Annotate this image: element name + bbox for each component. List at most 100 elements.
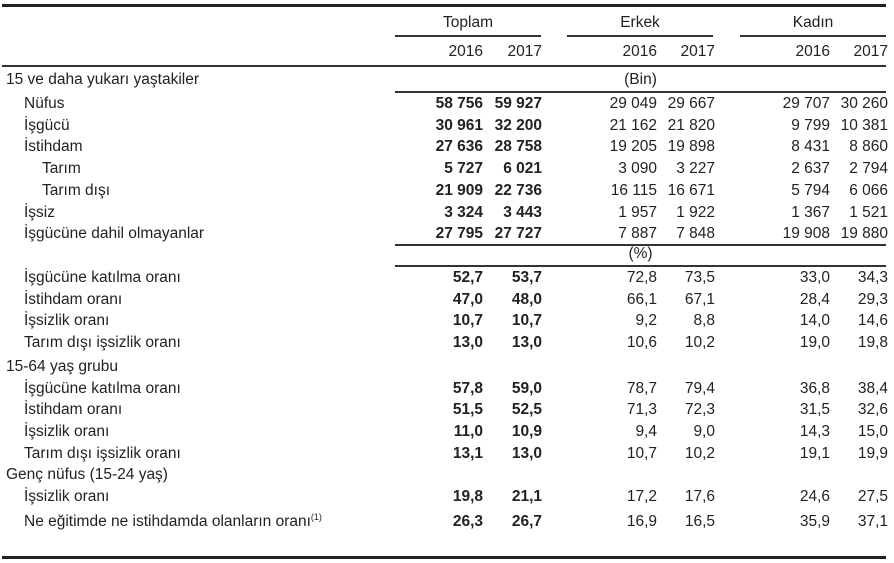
cell-value: 17,6	[684, 488, 715, 505]
cell-value: 14,0	[799, 312, 830, 330]
year-header: 2017	[507, 43, 542, 60]
row-label-text: İstihdam oranı	[24, 401, 123, 419]
cell-value: 16 671	[667, 181, 715, 199]
table-row: İşgücü 30 961 32 200 21 162 21 820 9 799 10 38…	[0, 115, 894, 137]
group-underline-kadin	[740, 35, 886, 37]
group-header-row: Toplam Erkek Kadın	[0, 12, 894, 34]
cell-value: 79,4	[684, 379, 715, 397]
table-row: İşsizlik oranı 10,7 10,7 9,2 8,8 14,0 14,6	[0, 310, 894, 332]
row-label: Nüfus	[24, 93, 65, 115]
row-label-text: İstihdam	[24, 138, 83, 156]
group-underline-toplam	[395, 35, 541, 37]
cell-value: 31,5	[799, 401, 830, 419]
cell-value: 3 090	[618, 160, 657, 178]
row-label: Tarım dışı	[42, 180, 110, 202]
section-title: 15-64 yaş grubu	[6, 357, 119, 375]
cell-value: 19,8	[452, 488, 483, 505]
cell-value: 24,6	[799, 488, 830, 505]
cell-value: 52,7	[452, 269, 483, 286]
table-row: İstihdam oranı 51,5 52,5 71,3 72,3 31,5 32,6	[0, 399, 894, 421]
row-label-text: Tarım dışı işsizlik oranı	[24, 334, 181, 352]
cell-value: 48,0	[511, 290, 542, 308]
header-rule	[2, 65, 886, 67]
row-label: İşsizlik oranı	[24, 310, 109, 332]
cell-value: 29 667	[667, 95, 715, 112]
unit-rule	[395, 244, 886, 246]
cell-value: 51,5	[452, 401, 483, 419]
row-label-text: İşsizlik oranı	[24, 488, 110, 505]
cell-value: 16 115	[610, 181, 657, 199]
cell-value: 26,3	[452, 512, 483, 530]
cell-value: 8,8	[693, 312, 715, 330]
cell-value: 19 205	[609, 138, 657, 156]
cell-value: 21 162	[609, 116, 657, 134]
unit-rule	[395, 265, 886, 267]
cell-value: 19,0	[799, 334, 830, 352]
cell-value: 33,0	[799, 269, 830, 286]
cell-value: 13,0	[511, 444, 542, 462]
cell-value: 78,7	[626, 379, 657, 397]
row-label: İstihdam oranı	[24, 289, 122, 311]
cell-value: 19,8	[857, 334, 888, 352]
table-row: İstihdam 27 636 28 758 19 205 19 898 8 431 8 8…	[0, 136, 894, 158]
cell-value: 14,3	[799, 422, 830, 440]
row-label-text: İşgücüne katılma oranı	[24, 379, 181, 397]
cell-value: 71,3	[626, 401, 657, 419]
row-label: İşgücüne dahil olmayanlar	[24, 223, 204, 245]
bottom-rule	[2, 556, 886, 559]
row-label: İşgücüne katılma oranı	[24, 267, 181, 289]
cell-value: 5 794	[791, 181, 830, 199]
cell-value: 32,6	[857, 401, 888, 419]
year-header: 2016	[448, 43, 483, 60]
cell-value: 73,5	[684, 269, 715, 286]
cell-value: 10,7	[511, 312, 542, 330]
cell-value: 9 799	[791, 116, 830, 134]
cell-value: 22 736	[494, 181, 542, 199]
year-header: 2016	[622, 43, 657, 60]
row-label-text: Tarım	[42, 160, 81, 178]
cell-value: 2 794	[849, 160, 888, 178]
cell-value: 72,8	[626, 269, 657, 286]
cell-value: 47,0	[452, 290, 483, 308]
cell-value: 21 820	[667, 116, 715, 134]
group-header-erkek: Erkek	[620, 14, 660, 31]
top-rule	[2, 4, 886, 7]
cell-value: 11,0	[453, 422, 483, 440]
cell-value: 13,1	[452, 444, 483, 462]
cell-value: 30 260	[840, 95, 888, 112]
table-row: Nüfus 58 756 59 927 29 049 29 667 29 707 30 26…	[0, 93, 894, 115]
footnote-marker: (1)	[310, 511, 322, 522]
cell-value: 19 898	[667, 138, 715, 156]
group-header-toplam: Toplam	[443, 14, 493, 31]
cell-value: 9,0	[693, 422, 715, 440]
cell-value: 53,7	[511, 269, 542, 286]
cell-value: 36,8	[799, 379, 830, 397]
cell-value: 26,7	[511, 512, 542, 530]
cell-value: 3 324	[444, 203, 483, 221]
year-header: 2017	[853, 43, 888, 60]
year-header: 2016	[795, 43, 830, 60]
cell-value: 59,0	[511, 379, 542, 397]
table-row: Tarım dışı 21 909 22 736 16 115 16 671 5 794 6…	[0, 180, 894, 202]
cell-value: 13,0	[511, 334, 542, 352]
cell-value: 10 381	[840, 116, 888, 134]
cell-value: 58 756	[435, 95, 483, 112]
row-label-text: Nüfus	[24, 95, 65, 112]
table-row: İşsizlik oranı 19,8 21,1 17,2 17,6 24,6 27,5	[0, 486, 894, 508]
table-row: Tarım dışı işsizlik oranı 13,0 13,0 10,6 10,…	[0, 332, 894, 354]
cell-value: 10,7	[452, 312, 483, 330]
cell-value: 1 521	[849, 203, 888, 221]
cell-value: 14,6	[857, 312, 888, 330]
section-title-row: 15-64 yaş grubu	[0, 356, 894, 378]
cell-value: 1 367	[791, 203, 830, 221]
row-label: İşsizlik oranı	[24, 421, 109, 443]
table-row: Tarım dışı işsizlik oranı 13,1 13,0 10,7 10,…	[0, 443, 894, 465]
table-row: İşsiz 3 324 3 443 1 957 1 922 1 367 1 521	[0, 202, 894, 224]
cell-value: 21,1	[511, 488, 542, 505]
cell-value: 15,0	[857, 422, 888, 440]
section-title-row: Genç nüfus (15-24 yaş)	[0, 464, 894, 486]
cell-value: 59 927	[494, 95, 542, 112]
cell-value: 66,1	[626, 290, 657, 308]
year-header: 2017	[680, 43, 715, 60]
unit-row: (%)	[0, 243, 894, 265]
